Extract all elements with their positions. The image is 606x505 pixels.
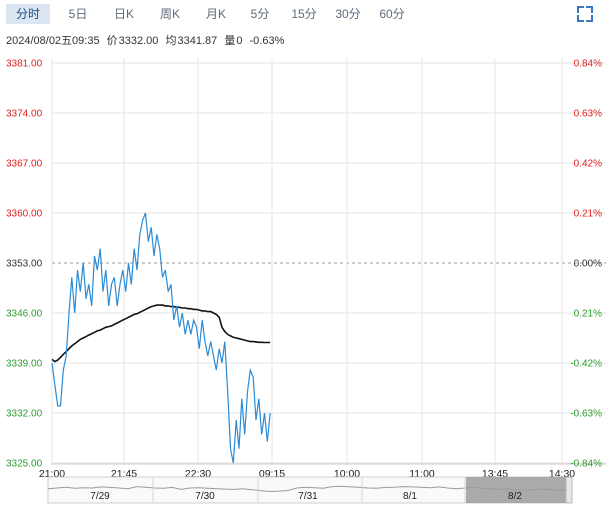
fullscreen-icon[interactable] bbox=[576, 5, 594, 23]
tab-5day[interactable]: 5日 bbox=[68, 7, 88, 21]
percent-tick-label: 0.42% bbox=[574, 159, 602, 170]
navigator-date-label: 8/2 bbox=[508, 491, 522, 502]
price-axis: 3381.00 3374.00 3367.00 3360.00 3353.00 3346.… bbox=[6, 59, 43, 470]
percent-tick-label: -0.63% bbox=[570, 409, 602, 420]
tab-5min[interactable]: 5分 bbox=[250, 7, 270, 21]
navigator-date-label: 7/29 bbox=[90, 491, 110, 502]
navigator-selection bbox=[466, 477, 566, 503]
percent-tick-label: 0.63% bbox=[574, 109, 602, 120]
tab-30min[interactable]: 30分 bbox=[335, 7, 361, 21]
average-price-line bbox=[51, 304, 271, 363]
volume-value: 0 bbox=[236, 35, 243, 47]
price-tick-label: 3353.00 bbox=[6, 259, 43, 270]
tab-15min[interactable]: 15分 bbox=[291, 7, 317, 21]
percent-axis: 0.84% 0.63% 0.42% 0.21% 0.00% 0.21% -0.42% -0.6… bbox=[570, 59, 602, 470]
avg-value: 3341.87 bbox=[177, 35, 218, 47]
range-navigator[interactable]: 7/29 7/30 7/31 8/1 8/2 bbox=[47, 476, 573, 504]
percent-tick-label: -0.84% bbox=[570, 459, 602, 470]
tab-daily-k[interactable]: 日K bbox=[113, 7, 134, 21]
price-tick-label: 3381.00 bbox=[6, 59, 43, 70]
volume-label: 量 bbox=[224, 35, 236, 47]
quote-datetime: 2024/08/02五09:35 bbox=[6, 35, 100, 47]
tab-monthly-k[interactable]: 月K bbox=[205, 7, 226, 21]
price-line bbox=[51, 212, 271, 464]
percent-tick-label: 0.21% bbox=[574, 309, 602, 320]
navigator-date-label: 7/31 bbox=[298, 491, 318, 502]
quote-info-bar: 2024/08/02五09:35 价3332.00 均3341.87 量0 -0… bbox=[6, 32, 288, 48]
navigator-handle bbox=[565, 476, 573, 504]
price-tick-label: 3332.00 bbox=[6, 409, 43, 420]
tab-60min[interactable]: 60分 bbox=[379, 7, 405, 21]
percent-tick-label: -0.42% bbox=[570, 359, 602, 370]
navigator-date-label: 7/30 bbox=[195, 491, 215, 502]
tab-intraday[interactable]: 分时 bbox=[6, 4, 50, 24]
tab-weekly-k[interactable]: 周K bbox=[159, 7, 180, 21]
chart-grid bbox=[51, 59, 606, 465]
price-label: 价 bbox=[106, 35, 118, 47]
price-tick-label: 3367.00 bbox=[6, 159, 43, 170]
change-percent: -0.63% bbox=[249, 35, 285, 47]
price-tick-label: 3360.00 bbox=[6, 209, 43, 220]
price-tick-label: 3374.00 bbox=[6, 109, 43, 120]
avg-label: 均 bbox=[165, 35, 177, 47]
navigator-date-label: 8/1 bbox=[403, 491, 417, 502]
percent-tick-label: 0.84% bbox=[574, 59, 602, 70]
price-value: 3332.00 bbox=[118, 35, 159, 47]
percent-tick-label: 0.00% bbox=[574, 259, 602, 270]
price-tick-label: 3339.00 bbox=[6, 359, 43, 370]
percent-tick-label: 0.21% bbox=[574, 209, 602, 220]
period-tabs: 分时 5日 日K 周K 月K 5分 15分 30分 60分 bbox=[0, 0, 606, 28]
price-tick-label: 3325.00 bbox=[6, 459, 43, 470]
price-tick-label: 3346.00 bbox=[6, 309, 43, 320]
